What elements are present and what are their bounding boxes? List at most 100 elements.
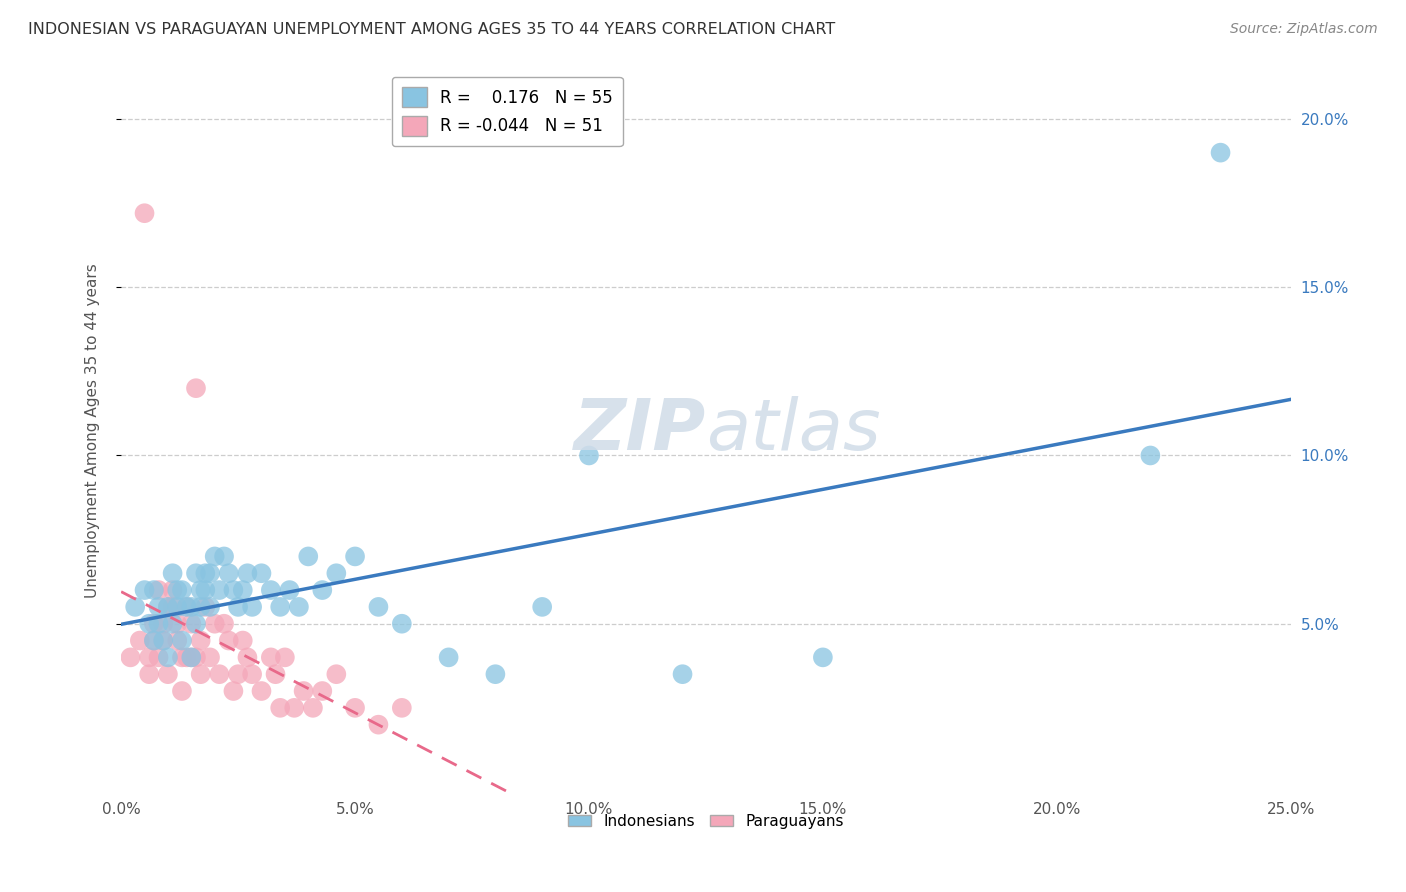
Legend: Indonesians, Paraguayans: Indonesians, Paraguayans [562,808,849,835]
Point [170,583,193,598]
Point [811,650,834,665]
Point [138,667,160,681]
Point [250,566,273,581]
Point [198,599,221,614]
Point [142,633,165,648]
Text: atlas: atlas [706,396,880,465]
Point [166,599,188,614]
Point [344,701,367,715]
Point [236,566,259,581]
Point [437,650,460,665]
Point [184,616,207,631]
Point [260,650,283,665]
Point [240,667,263,681]
Point [190,667,212,681]
Point [531,599,554,614]
Point [162,616,184,631]
Point [138,616,160,631]
Point [152,633,174,648]
Point [162,566,184,581]
Point [208,583,231,598]
Point [148,599,170,614]
Point [166,583,188,598]
Point [292,684,315,698]
Point [134,206,156,220]
Point [278,583,301,598]
Point [325,566,347,581]
Point [204,616,226,631]
Point [180,650,202,665]
Point [250,684,273,698]
Text: INDONESIAN VS PARAGUAYAN UNEMPLOYMENT AMONG AGES 35 TO 44 YEARS CORRELATION CHAR: INDONESIAN VS PARAGUAYAN UNEMPLOYMENT AM… [28,22,835,37]
Point [148,650,170,665]
Point [226,667,249,681]
Point [367,599,389,614]
Point [152,616,174,631]
Point [236,650,259,665]
Point [180,650,202,665]
Point [391,616,413,631]
Point [302,701,325,715]
Point [142,616,165,631]
Point [260,583,283,598]
Point [1139,449,1161,463]
Point [194,583,217,598]
Point [274,650,297,665]
Point [148,616,170,631]
Point [269,701,291,715]
Point [198,566,221,581]
Point [484,667,506,681]
Point [218,566,240,581]
Point [190,633,212,648]
Point [176,650,198,665]
Point [367,717,389,731]
Point [264,667,287,681]
Y-axis label: Unemployment Among Ages 35 to 44 years: Unemployment Among Ages 35 to 44 years [86,263,100,598]
Text: Source: ZipAtlas.com: Source: ZipAtlas.com [1230,22,1378,37]
Point [170,650,193,665]
Point [325,667,347,681]
Point [190,583,212,598]
Point [184,650,207,665]
Point [156,599,179,614]
Point [156,650,179,665]
Point [124,599,146,614]
Point [222,583,245,598]
Point [162,583,184,598]
Point [232,633,254,648]
Point [120,650,142,665]
Point [212,549,235,564]
Point [226,599,249,614]
Point [176,599,198,614]
Point [198,650,221,665]
Point [671,667,693,681]
Point [184,381,207,395]
Point [142,583,165,598]
Point [166,633,188,648]
Text: ZIP: ZIP [574,396,706,465]
Point [180,599,202,614]
Point [240,599,263,614]
Point [162,599,184,614]
Point [190,599,212,614]
Point [138,650,160,665]
Point [194,566,217,581]
Point [152,633,174,648]
Point [166,616,188,631]
Point [218,633,240,648]
Point [148,583,170,598]
Point [128,633,150,648]
Point [204,549,226,564]
Point [170,633,193,648]
Point [311,684,333,698]
Point [176,599,198,614]
Point [297,549,319,564]
Point [156,667,179,681]
Point [269,599,291,614]
Point [288,599,311,614]
Point [311,583,333,598]
Point [170,684,193,698]
Point [142,633,165,648]
Point [391,701,413,715]
Point [578,449,600,463]
